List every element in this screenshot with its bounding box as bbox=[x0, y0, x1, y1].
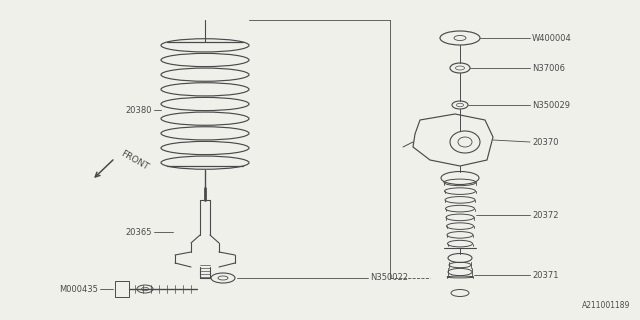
Text: 20371: 20371 bbox=[532, 270, 559, 279]
Text: N350022: N350022 bbox=[370, 274, 408, 283]
Text: M000435: M000435 bbox=[59, 284, 98, 293]
Text: A211001189: A211001189 bbox=[582, 301, 630, 310]
Text: 20372: 20372 bbox=[532, 211, 559, 220]
Text: 20365: 20365 bbox=[125, 228, 152, 236]
Text: W400004: W400004 bbox=[532, 34, 572, 43]
Text: N350029: N350029 bbox=[532, 100, 570, 109]
Text: N37006: N37006 bbox=[532, 63, 565, 73]
Text: 20380: 20380 bbox=[125, 106, 152, 115]
Text: FRONT: FRONT bbox=[119, 148, 150, 172]
Text: 20370: 20370 bbox=[532, 138, 559, 147]
